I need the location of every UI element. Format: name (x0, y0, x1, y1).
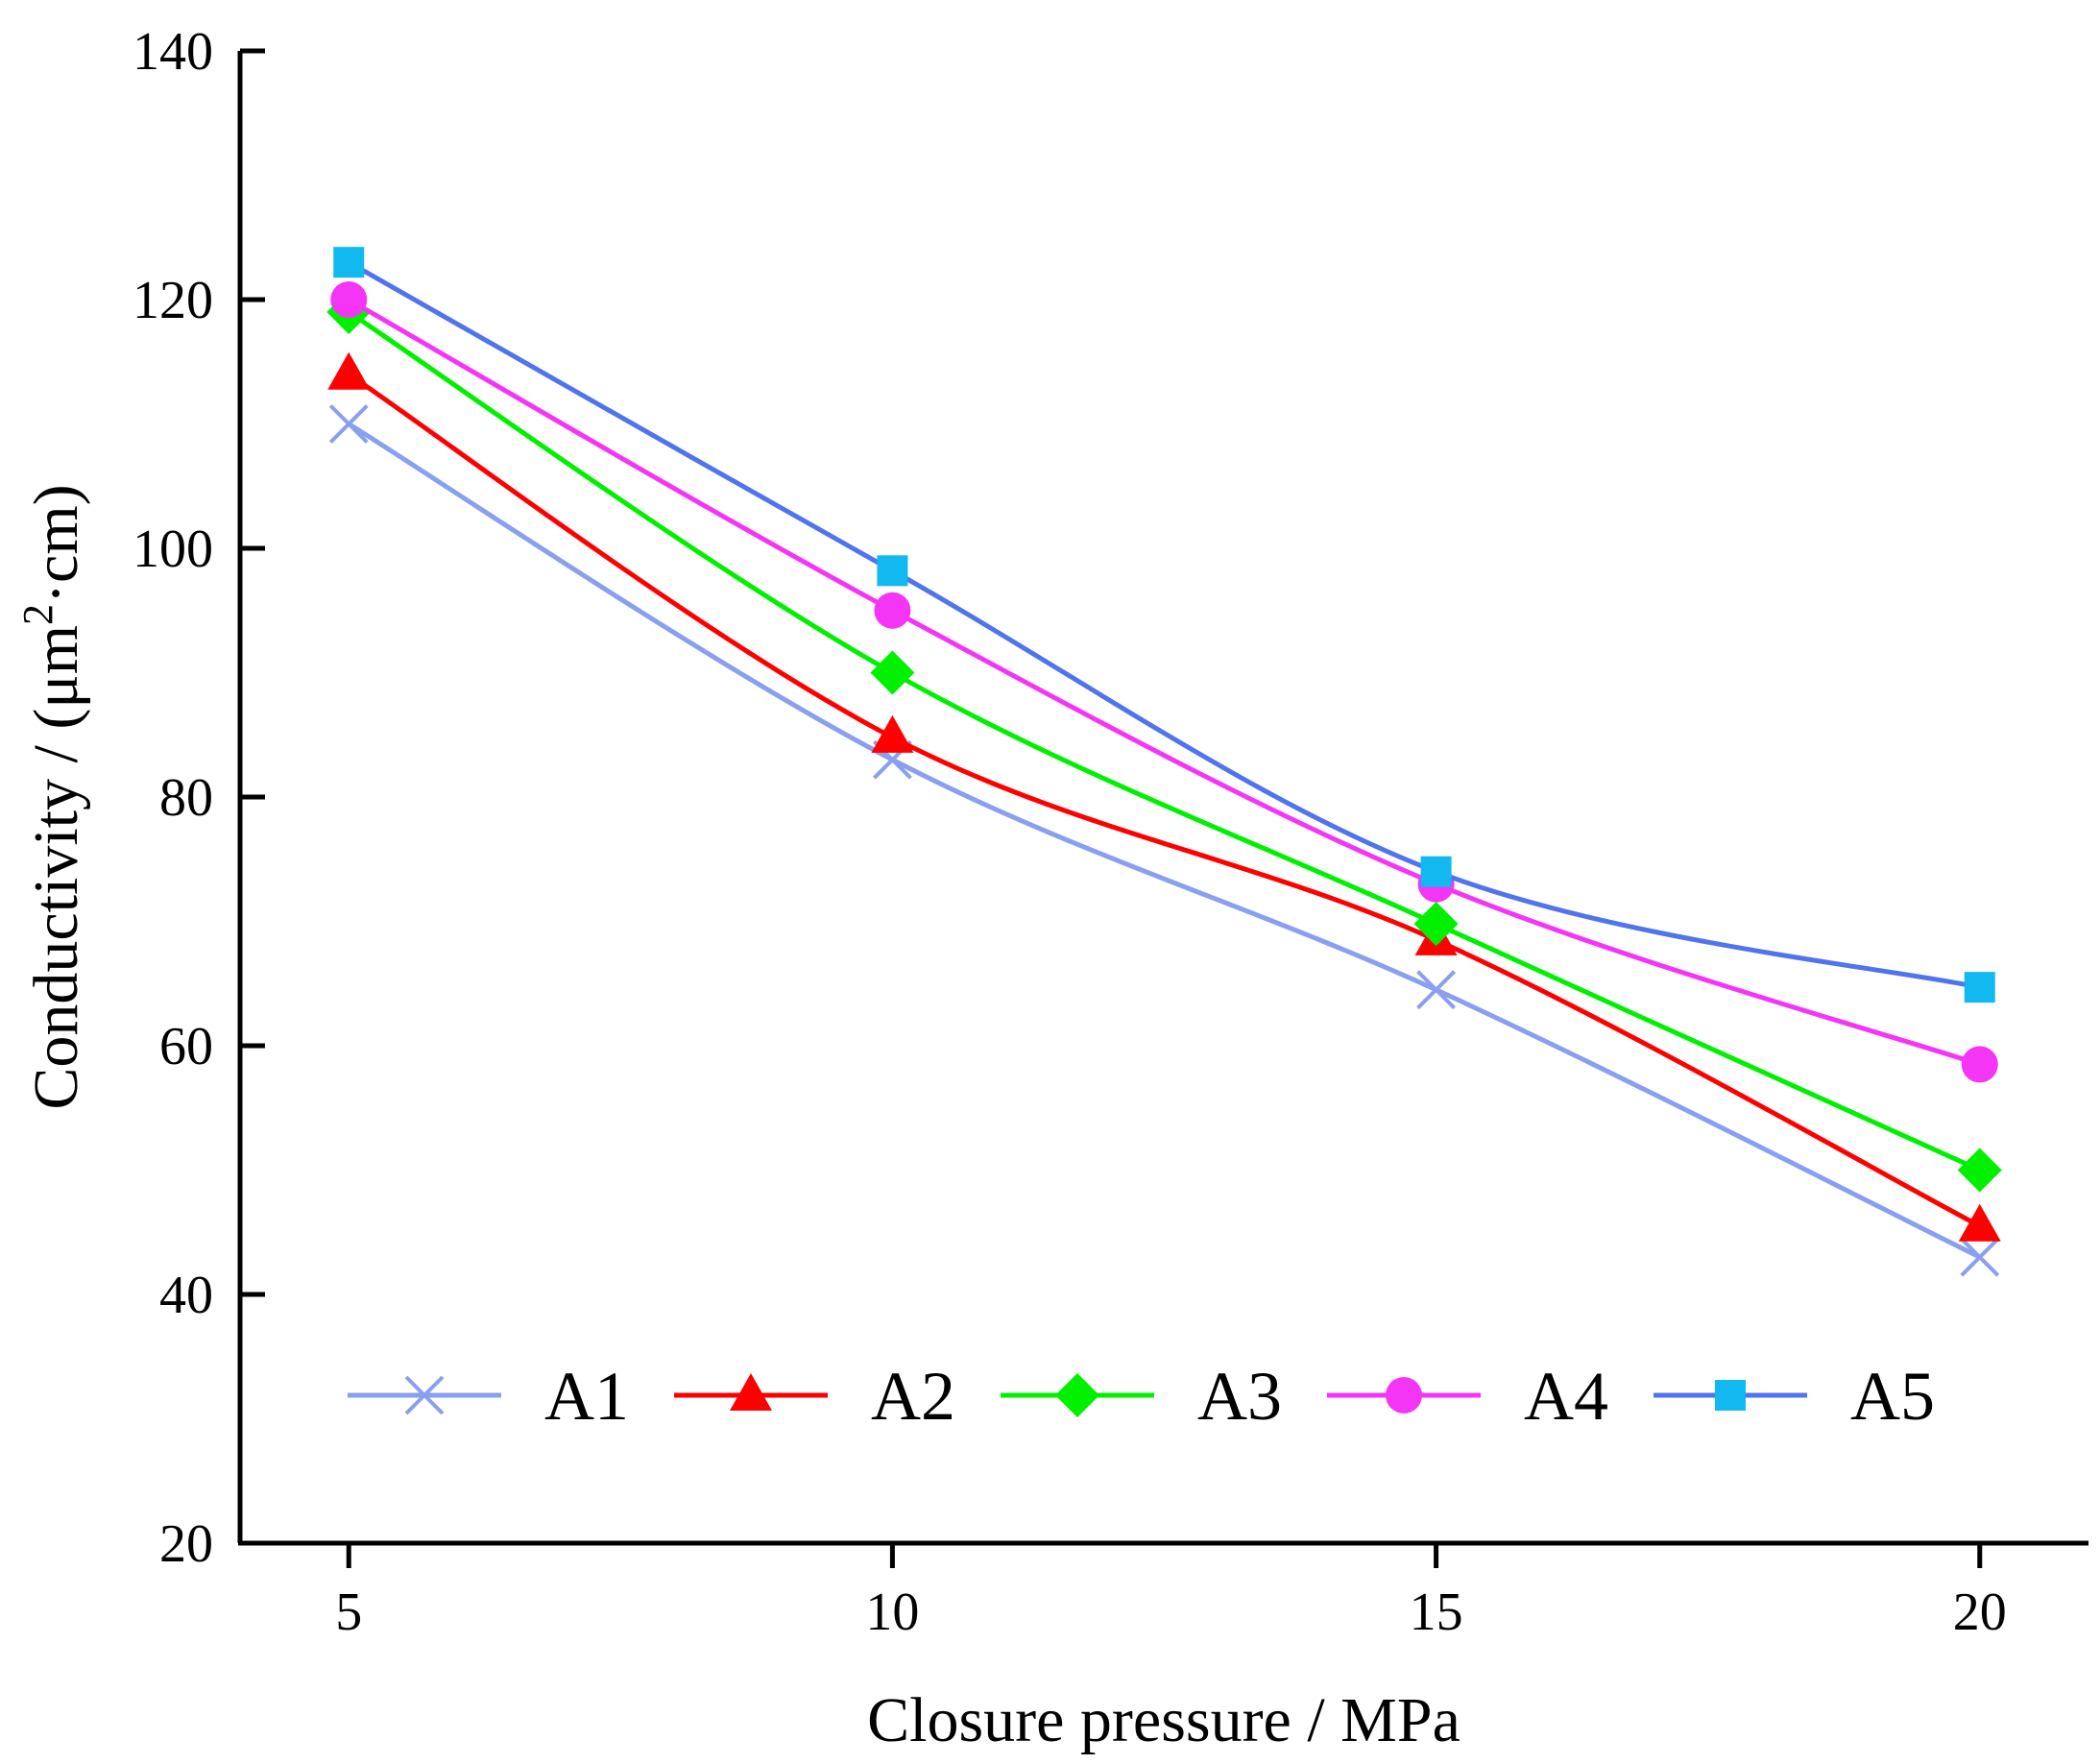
legend-label: A5 (1850, 1358, 1935, 1435)
x-tick-label: 10 (865, 1583, 919, 1642)
y-axis-title-unit: ·cm) (21, 484, 91, 604)
y-tick-label: 20 (159, 1514, 213, 1574)
series-line-a5 (346, 259, 1983, 990)
legend-item-a2: A2 (674, 1358, 955, 1435)
legend: A1 A2 A3 A4 A5 (348, 1358, 1935, 1435)
data-point-a1 (328, 404, 369, 444)
data-point-a4 (1961, 1046, 1998, 1083)
y-axis-title: Conductivity / (μm2·cm) (14, 484, 91, 1109)
legend-item-a4: A4 (1327, 1358, 1608, 1435)
legend-marker (1715, 1380, 1746, 1411)
series-line-a1 (346, 422, 1983, 1260)
series-a4 (330, 281, 1998, 1083)
legend-label: A2 (871, 1358, 955, 1435)
x-axis-title: Closure pressure / MPa (867, 1685, 1460, 1755)
data-point-a3 (1413, 902, 1459, 947)
series-a5 (333, 247, 1995, 1003)
y-axis-title-superscript: 2 (14, 604, 61, 625)
data-point-a1 (1960, 1237, 2000, 1277)
data-point-a2 (871, 714, 914, 753)
data-point-a4 (874, 592, 911, 629)
series-line-a3 (346, 309, 1983, 1172)
y-tick-label: 140 (133, 22, 213, 82)
legend-label: A1 (544, 1358, 629, 1435)
data-point-a3 (1957, 1148, 2002, 1193)
legend-item-a1: A1 (348, 1358, 629, 1435)
data-point-a5 (1964, 972, 1995, 1003)
data-point-a2 (327, 351, 371, 390)
y-ticks: 20 40 60 80 100 120 140 (133, 22, 265, 1574)
x-tick-label: 15 (1410, 1583, 1463, 1642)
legend-marker (1055, 1373, 1099, 1417)
legend-marker (730, 1373, 772, 1411)
legend-item-a5: A5 (1653, 1358, 1935, 1435)
series-a2 (327, 351, 2001, 1242)
data-point-a2 (1958, 1203, 2001, 1242)
series-line-a4 (346, 297, 1983, 1067)
legend-marker (404, 1375, 445, 1415)
data-point-a5 (877, 555, 908, 587)
x-ticks: 5 10 15 20 (335, 1543, 2007, 1642)
series-a1 (328, 404, 2000, 1277)
y-tick-label: 80 (159, 768, 213, 828)
series-line-a2 (346, 372, 1983, 1229)
legend-label: A4 (1524, 1358, 1608, 1435)
data-point-a4 (330, 281, 368, 318)
data-point-a3 (870, 650, 915, 695)
series-a3 (326, 289, 2002, 1193)
x-tick-label: 5 (335, 1583, 362, 1642)
y-tick-label: 40 (159, 1266, 213, 1325)
legend-marker (1386, 1377, 1422, 1414)
y-tick-label: 120 (133, 271, 213, 330)
data-point-a5 (1420, 856, 1452, 887)
legend-label: A3 (1197, 1358, 1282, 1435)
y-tick-label: 60 (159, 1017, 213, 1076)
legend-item-a3: A3 (1001, 1358, 1282, 1435)
y-axis-title-main: Conductivity / (μm (21, 625, 91, 1110)
y-tick-label: 100 (133, 520, 213, 579)
data-point-a5 (333, 247, 365, 278)
axes (237, 51, 2088, 1546)
x-tick-label: 20 (1953, 1583, 2007, 1642)
series-layer (326, 247, 2002, 1277)
data-point-a1 (1416, 970, 1457, 1010)
